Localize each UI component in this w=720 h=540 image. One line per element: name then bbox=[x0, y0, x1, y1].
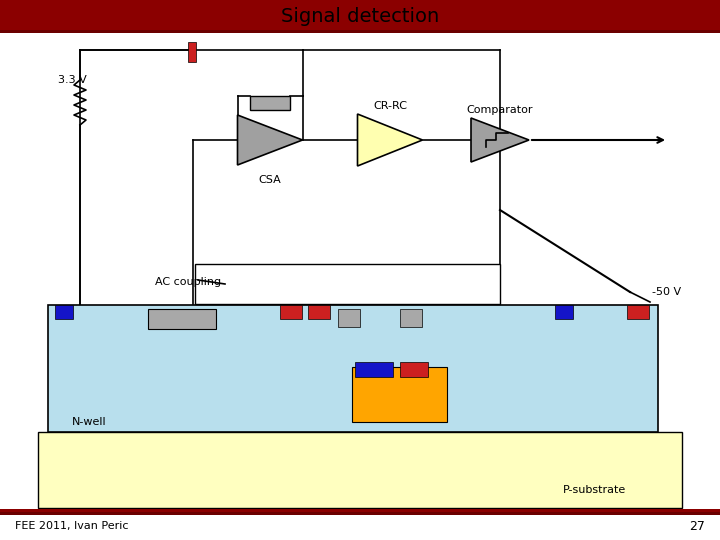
Bar bbox=[308, 305, 330, 319]
Bar bbox=[0, 30, 720, 33]
Bar bbox=[555, 305, 573, 319]
Bar bbox=[38, 432, 682, 508]
Text: -50 V: -50 V bbox=[652, 287, 681, 297]
Polygon shape bbox=[238, 115, 302, 165]
Bar bbox=[55, 305, 73, 319]
Text: P-substrate: P-substrate bbox=[563, 485, 626, 495]
Polygon shape bbox=[471, 118, 529, 162]
Bar bbox=[338, 309, 360, 327]
Text: CSA: CSA bbox=[258, 175, 282, 185]
Text: CR-RC: CR-RC bbox=[373, 101, 407, 111]
Bar bbox=[627, 305, 649, 319]
Bar bbox=[195, 264, 500, 304]
Text: 27: 27 bbox=[689, 519, 705, 532]
Bar bbox=[250, 96, 290, 110]
Bar bbox=[280, 305, 302, 319]
Bar bbox=[0, 509, 720, 512]
Bar bbox=[188, 42, 196, 62]
Bar bbox=[48, 305, 658, 432]
Bar bbox=[400, 309, 422, 327]
Text: N-well: N-well bbox=[72, 417, 107, 427]
Bar bbox=[0, 0, 720, 30]
Text: AC coupling: AC coupling bbox=[155, 277, 221, 287]
Text: FEE 2011, Ivan Peric: FEE 2011, Ivan Peric bbox=[15, 521, 128, 531]
Bar bbox=[0, 0, 720, 2]
Bar bbox=[355, 362, 393, 377]
Text: Signal detection: Signal detection bbox=[281, 6, 439, 25]
Text: 3.3 V: 3.3 V bbox=[58, 75, 86, 85]
Bar bbox=[400, 362, 428, 377]
Polygon shape bbox=[358, 114, 423, 166]
Bar bbox=[0, 512, 720, 515]
Bar bbox=[148, 309, 216, 329]
Bar bbox=[352, 367, 447, 422]
Text: Comparator: Comparator bbox=[467, 105, 534, 115]
